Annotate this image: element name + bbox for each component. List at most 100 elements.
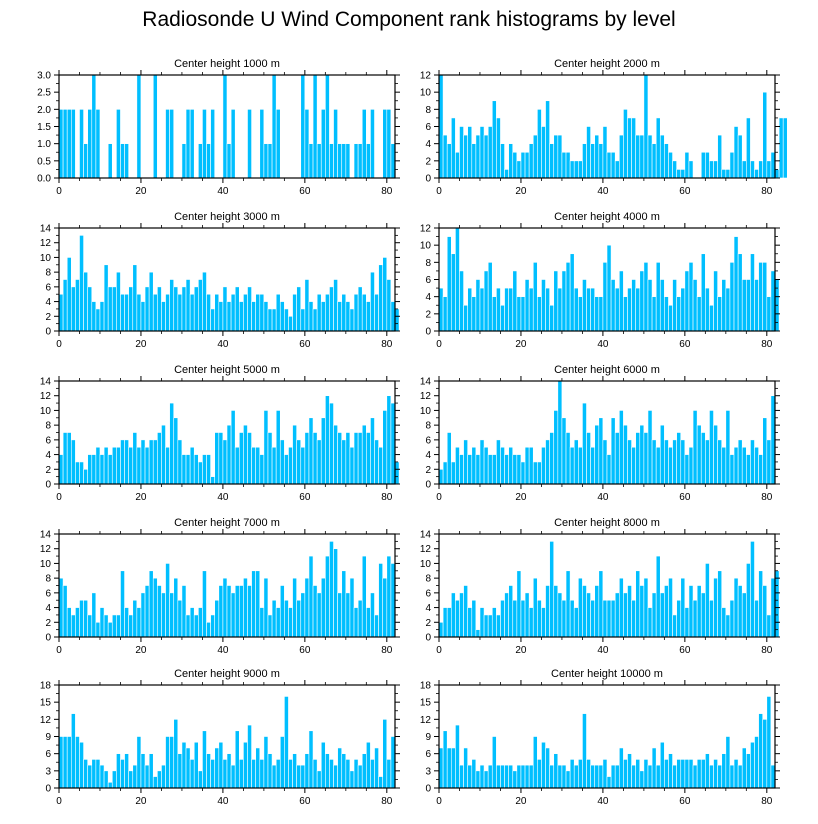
histogram-bar (222, 759, 228, 789)
histogram-bar (647, 607, 653, 638)
histogram-bar (202, 271, 207, 332)
histogram-bar (361, 293, 367, 332)
histogram-bar (618, 577, 624, 638)
y-tick-label: 0 (45, 327, 51, 338)
histogram-bar (578, 577, 583, 638)
histogram-bar (713, 424, 718, 485)
histogram-bar (614, 160, 620, 179)
histogram-bar (177, 753, 183, 789)
y-tick-label: 10 (420, 88, 432, 99)
histogram-bar (655, 446, 661, 485)
histogram-bar (705, 563, 710, 638)
y-tick-label: 2.5 (37, 88, 51, 99)
histogram-bar (374, 293, 379, 332)
histogram-bar (243, 424, 248, 485)
histogram-bar (651, 747, 657, 789)
histogram-bar (75, 279, 80, 332)
histogram-bar (504, 592, 509, 638)
histogram-bar (58, 577, 64, 638)
histogram-bar (259, 293, 265, 332)
histogram-bar (247, 432, 252, 485)
histogram-bar (496, 287, 501, 332)
x-tick-label: 0 (436, 645, 442, 656)
histogram-bar (446, 607, 452, 638)
y-tick-label: 12 (40, 391, 52, 402)
histogram-bar (58, 293, 64, 332)
histogram-bar (500, 764, 505, 789)
histogram-bar (438, 287, 444, 332)
histogram-bar (161, 764, 166, 789)
histogram-bar (524, 279, 530, 332)
histogram-bar (218, 741, 224, 789)
histogram-bar (590, 599, 596, 638)
histogram-bar (337, 301, 343, 332)
histogram-bar (479, 439, 485, 485)
histogram-bar (230, 293, 236, 332)
histogram-bar (234, 730, 240, 789)
histogram-bar (487, 454, 493, 485)
histogram-bar (157, 770, 162, 789)
histogram-bar (643, 74, 649, 179)
histogram-bar (688, 759, 694, 789)
histogram-bar (116, 753, 121, 789)
histogram-bar (353, 607, 359, 638)
histogram-bar (234, 446, 240, 485)
histogram-bar (70, 713, 76, 789)
x-tick-label: 0 (436, 492, 442, 503)
histogram-bar (774, 169, 780, 179)
histogram-bar (370, 417, 375, 485)
histogram-bar (684, 607, 690, 638)
histogram-bar (729, 262, 735, 332)
histogram-bar (107, 286, 113, 332)
histogram-bar (70, 614, 76, 638)
histogram-bar (107, 454, 113, 485)
histogram-bar (569, 446, 575, 485)
histogram-bar (463, 585, 468, 638)
histogram-bar (271, 308, 277, 332)
histogram-bar (586, 432, 591, 485)
histogram-bar (169, 109, 175, 179)
histogram-bar (516, 454, 522, 485)
histogram-bar (508, 764, 514, 789)
histogram-panel: Center height 1000 m 0.0 0.5 1.0 1.5 2.0 2.5 3.… (37, 58, 400, 197)
y-tick-label: 8 (425, 421, 431, 432)
histogram-bar (578, 160, 583, 179)
histogram-bar (455, 227, 460, 332)
histogram-bar (341, 439, 347, 485)
histogram-bar (210, 614, 216, 638)
histogram-bar (676, 759, 682, 789)
histogram-bar (610, 599, 616, 638)
histogram-bar (222, 577, 228, 638)
histogram-bar (614, 432, 620, 485)
histogram-bar (725, 287, 731, 332)
histogram-bar (382, 410, 388, 485)
histogram-bar (87, 614, 93, 638)
histogram-bar (639, 134, 645, 179)
histogram-bar (668, 304, 673, 332)
histogram-bar (83, 143, 88, 179)
histogram-bar (325, 293, 330, 332)
histogram-bar (520, 764, 526, 789)
histogram-bar (569, 599, 575, 638)
histogram-bar (279, 736, 285, 789)
histogram-bar (148, 271, 154, 332)
histogram-bar (733, 236, 739, 332)
histogram-bar (479, 126, 485, 179)
y-tick-label: 0.0 (37, 174, 51, 185)
y-tick-label: 6 (425, 749, 431, 760)
histogram-bar (75, 461, 80, 485)
histogram-bar (541, 279, 546, 332)
histogram-bar (467, 607, 473, 638)
histogram-bar (438, 74, 444, 179)
histogram-bar (193, 614, 199, 638)
histogram-bar (320, 741, 326, 789)
histogram-bar (442, 730, 448, 789)
x-tick-label: 80 (761, 796, 773, 807)
histogram-bar (116, 446, 121, 485)
x-tick-label: 0 (56, 186, 62, 197)
histogram-bar (284, 308, 289, 332)
histogram-bar (300, 764, 306, 789)
histogram-bar (680, 439, 686, 485)
histogram-bar (463, 747, 468, 789)
histogram-bar (549, 304, 555, 332)
